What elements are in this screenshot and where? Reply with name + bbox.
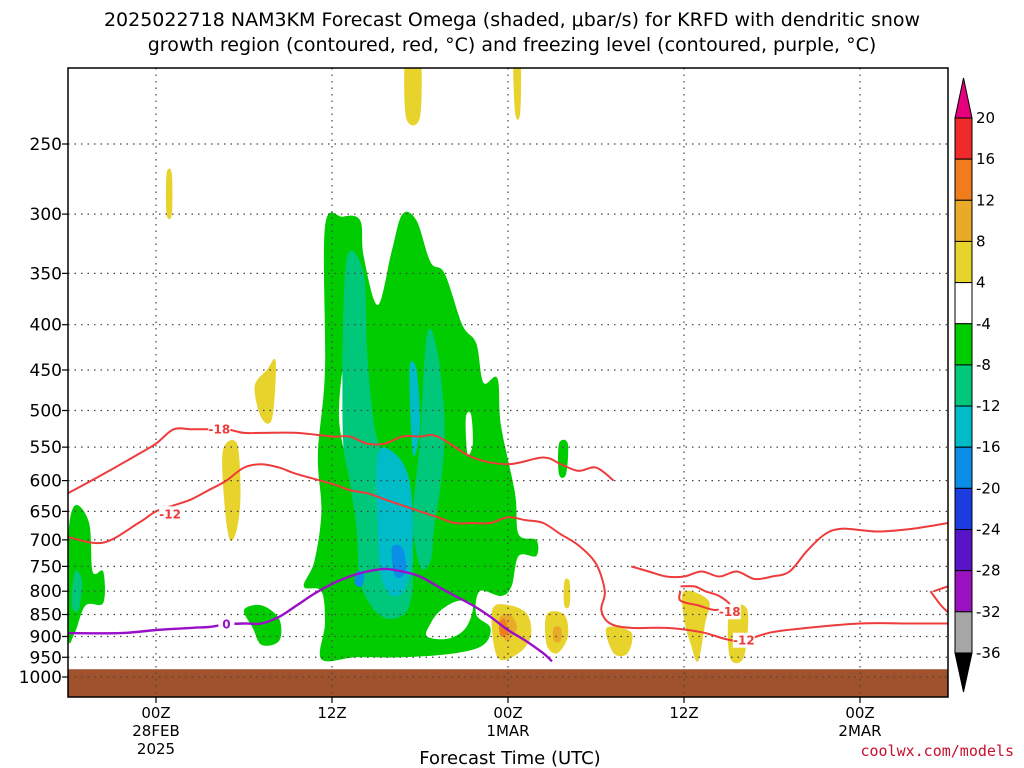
y-tick-label: 800 (30, 582, 62, 602)
colorbar-label: 16 (976, 150, 995, 168)
omega-region (563, 578, 571, 609)
dendritic-contour-label: -12 (159, 507, 181, 521)
y-tick-label: 850 (30, 606, 62, 626)
omega-region (465, 411, 473, 456)
omega-region (243, 604, 282, 646)
x-tick-label: 12Z (317, 704, 346, 722)
chart-title-line-1: 2025022718 NAM3KM Forecast Omega (shaded… (104, 9, 920, 31)
dendritic-contour-line (630, 522, 948, 581)
colorbar-label: -28 (976, 562, 1001, 580)
colorbar-segment (954, 240, 973, 284)
contour-label-bg (718, 604, 741, 620)
colorbar-label: -20 (976, 479, 1001, 497)
omega-region (409, 361, 421, 457)
y-tick-label: 900 (30, 627, 62, 647)
colorbar-segment (954, 446, 973, 489)
colorbar-segment (954, 199, 973, 242)
y-tick-label: 650 (30, 502, 62, 522)
chart-title-line-2: growth region (contoured, red, °C) and f… (148, 34, 877, 56)
x-tick-label: 2MAR (838, 722, 881, 740)
colorbar-label: 12 (976, 191, 995, 209)
colorbar-label: -36 (976, 644, 1001, 662)
x-tick-label: 28FEB (132, 722, 179, 740)
plot-area (68, 68, 948, 697)
x-axis-label: Forecast Time (UTC) (419, 748, 600, 768)
omega-region (426, 600, 474, 640)
omega-region (513, 68, 522, 120)
colorbar-segment (954, 570, 973, 613)
contour-label-bg (208, 421, 231, 437)
pressure-axis: 2503003504004505005506006507007508008509… (19, 135, 68, 688)
omega-region (558, 439, 569, 478)
colorbar-label: 4 (976, 274, 986, 292)
colorbar-label: -16 (976, 438, 1001, 456)
y-tick-label: 550 (30, 438, 62, 458)
contour-label-bg (159, 506, 182, 522)
x-tick-label: 00Z (141, 704, 170, 722)
x-tick-label: 00Z (845, 704, 874, 722)
omega-region (71, 570, 83, 612)
colorbar-segment (954, 611, 973, 654)
contour-label-bg (732, 632, 755, 648)
dendritic-contour-line (933, 585, 948, 593)
colorbar-segment (954, 158, 973, 201)
y-tick-label: 250 (30, 135, 62, 155)
omega-region (254, 358, 276, 424)
y-tick-label: 350 (30, 264, 62, 284)
omega-region (165, 168, 173, 220)
colorbar-segment (954, 282, 973, 325)
y-tick-label: 750 (30, 557, 62, 577)
dendritic-contour-line (929, 590, 948, 613)
colorbar-label: -4 (976, 315, 991, 333)
omega-region (552, 626, 562, 643)
omega-region (605, 626, 633, 657)
freezing-level-contour: 0 (68, 567, 553, 663)
colorbar-label: -24 (976, 521, 1001, 539)
colorbar-label: -8 (976, 356, 991, 374)
colorbar-label: 8 (976, 232, 986, 250)
dendritic-contour-label: -12 (733, 634, 755, 648)
omega-region (404, 68, 422, 126)
colorbar-segment (954, 487, 973, 531)
colorbar-label: -12 (976, 397, 1001, 415)
colorbar-segment (954, 405, 973, 448)
freezing-label-bg (218, 616, 235, 632)
freezing-level-line (68, 567, 553, 663)
omega-region (413, 328, 445, 570)
colorbar-label: 20 (976, 109, 995, 127)
source-credit: coolwx.com/models (860, 742, 1014, 760)
y-tick-label: 300 (30, 205, 62, 225)
dendritic-contour-line (68, 463, 948, 642)
x-tick-label: 1MAR (486, 722, 529, 740)
y-tick-label: 950 (30, 648, 62, 668)
y-tick-label: 600 (30, 472, 62, 492)
colorbar: 20 16 12 8 4 -4 -8 -12 -16 -20 -24 -28 -32 -36 (954, 77, 1001, 693)
y-tick-label: 1000 (19, 668, 62, 688)
dendritic-contour-line (68, 427, 615, 495)
colorbar-segment (954, 364, 973, 407)
colorbar-top-triangle (954, 77, 973, 119)
colorbar-segment (954, 529, 973, 572)
omega-region (681, 590, 710, 662)
colorbar-segment (954, 117, 973, 160)
colorbar-segment (954, 323, 973, 366)
omega-region (222, 439, 241, 541)
dendritic-contour-label: -18 (209, 422, 231, 436)
dendritic-contours: -18 -12 -18 -12 (68, 421, 948, 648)
colorbar-label: -32 (976, 603, 1001, 621)
y-tick-label: 450 (30, 361, 62, 381)
dendritic-contour-label: -18 (719, 605, 741, 619)
freezing-level-label: 0 (222, 617, 230, 631)
y-tick-label: 700 (30, 531, 62, 551)
x-tick-label: 2025 (137, 740, 175, 758)
y-tick-label: 500 (30, 402, 62, 422)
y-tick-label: 400 (30, 316, 62, 336)
grid-lines (68, 68, 948, 697)
colorbar-bottom-triangle (954, 652, 973, 693)
x-tick-label: 00Z (493, 704, 522, 722)
x-tick-label: 12Z (669, 704, 698, 722)
